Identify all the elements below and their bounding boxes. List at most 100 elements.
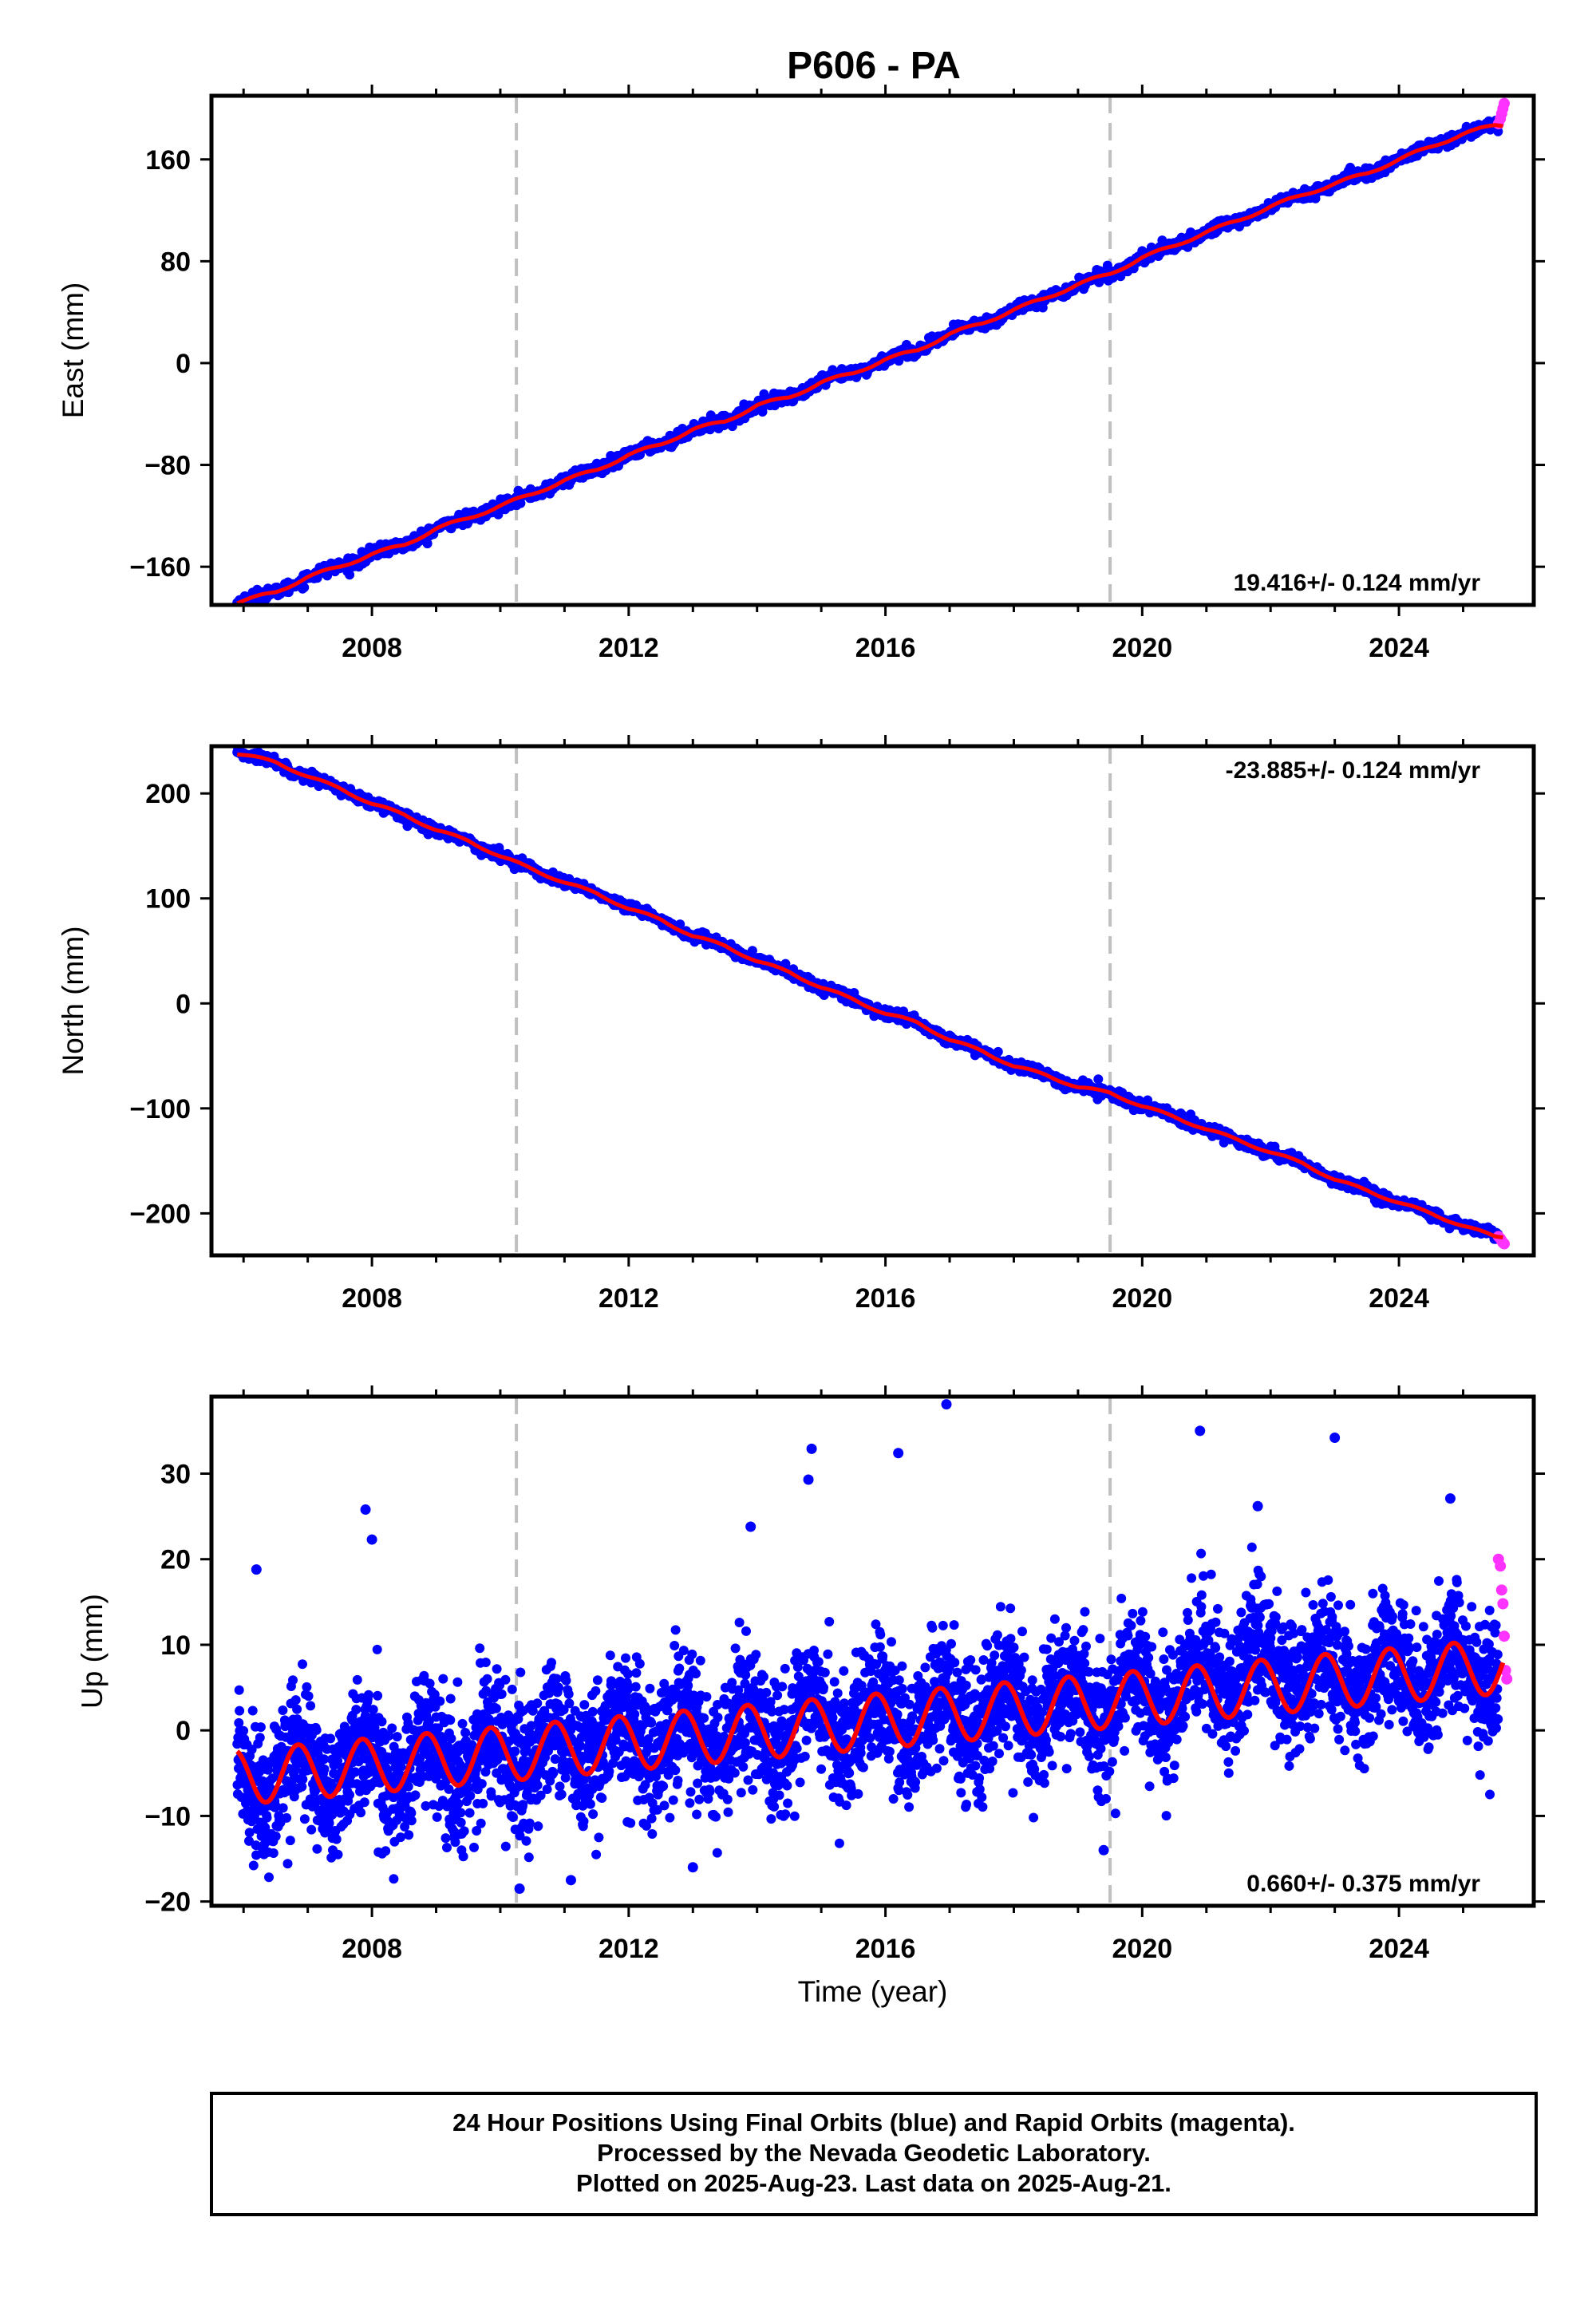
up-final-point <box>554 1682 563 1693</box>
up-final-point <box>282 1812 292 1823</box>
up-final-point <box>496 1689 507 1699</box>
up-final-point <box>345 1790 354 1800</box>
east-y-tick-label: −80 <box>144 451 191 481</box>
up-final-point <box>239 1725 249 1736</box>
north-y-tick-label: 200 <box>145 779 191 809</box>
east-x-tick-label: 2012 <box>598 633 659 663</box>
up-final-point <box>285 1836 295 1846</box>
up-final-point <box>244 1836 254 1846</box>
up-final-point <box>306 1824 317 1835</box>
up-final-point <box>674 1663 685 1674</box>
up-final-point <box>319 1764 330 1774</box>
up-final-point <box>299 1814 310 1824</box>
up-final-point <box>235 1705 245 1716</box>
north-rapid-orbit-points <box>1492 1231 1510 1250</box>
up-final-point <box>298 1774 308 1784</box>
up-final-point <box>326 1733 336 1744</box>
up-final-point <box>302 1682 312 1692</box>
up-final-point <box>597 1793 607 1803</box>
up-final-point <box>445 1694 456 1704</box>
north-model-fit-line <box>236 752 1504 1239</box>
east-x-tick-label: 2008 <box>342 633 402 663</box>
up-final-point <box>278 1803 288 1813</box>
up-final-point <box>234 1717 244 1728</box>
up-final-point <box>605 1650 615 1661</box>
up-final-point <box>268 1848 279 1858</box>
up-final-point <box>459 1826 469 1836</box>
up-final-point <box>548 1768 559 1778</box>
up-final-point <box>556 1789 567 1800</box>
up-final-point <box>297 1781 307 1792</box>
up-final-point <box>352 1674 362 1685</box>
up-final-point <box>533 1821 543 1832</box>
up-final-point <box>507 1684 517 1694</box>
up-final-point <box>670 1765 681 1776</box>
up-final-point <box>478 1798 488 1808</box>
up-final-point <box>438 1674 448 1684</box>
north-x-tick-label: 2008 <box>342 1283 402 1314</box>
up-final-point <box>234 1685 244 1695</box>
east-rate-annotation: 19.416+/- 0.124 mm/yr <box>1234 570 1481 596</box>
up-final-point <box>456 1808 466 1818</box>
up-final-point <box>387 1723 397 1733</box>
up-final-point <box>255 1733 265 1743</box>
east-final-point <box>299 583 310 593</box>
up-final-point <box>542 1784 552 1794</box>
up-final-point <box>518 1800 528 1810</box>
up-final-point <box>262 1812 272 1823</box>
up-final-point <box>271 1800 281 1811</box>
up-final-point <box>368 1705 378 1715</box>
up-final-point <box>668 1795 678 1805</box>
east-x-tick-label: 2016 <box>855 633 916 663</box>
up-final-point <box>604 1766 614 1777</box>
east-y-tick-label: 0 <box>176 349 191 379</box>
north-final-point <box>993 1046 1003 1057</box>
up-final-point <box>278 1705 288 1715</box>
up-final-point <box>460 1728 471 1737</box>
north-final-point <box>1093 1074 1104 1085</box>
east-y-tick-label: −160 <box>129 552 191 583</box>
up-final-point <box>673 1776 683 1785</box>
up-final-point <box>432 1812 442 1822</box>
north-panel: 2008 2012 2016 2020 20242001000−100−200North… <box>57 735 1545 1314</box>
up-final-point <box>670 1625 681 1635</box>
east-final-point <box>345 570 355 580</box>
north-final-point <box>747 946 757 956</box>
up-final-point <box>389 1874 399 1884</box>
up-final-point <box>659 1800 670 1811</box>
north-plot-area <box>232 746 1510 1255</box>
up-final-point <box>453 1799 464 1809</box>
up-final-point <box>469 1842 479 1852</box>
up-final-point <box>524 1818 535 1828</box>
up-final-point <box>587 1706 598 1717</box>
up-final-point <box>410 1790 421 1800</box>
north-rapid-point <box>1498 1238 1510 1250</box>
up-final-point <box>658 1781 669 1792</box>
east-x-tick-label: 2024 <box>1369 633 1429 663</box>
up-final-point <box>588 1809 598 1820</box>
up-final-point <box>406 1816 417 1826</box>
up-final-point <box>475 1643 485 1654</box>
north-y-tick-label: −100 <box>129 1094 191 1124</box>
up-final-point <box>312 1844 322 1854</box>
up-final-point <box>646 1813 657 1824</box>
up-final-point <box>626 1818 636 1828</box>
up-final-point <box>678 1646 689 1656</box>
up-final-point <box>292 1704 302 1714</box>
up-final-point <box>306 1701 316 1711</box>
east-final-point <box>422 539 433 549</box>
up-final-point <box>492 1664 502 1674</box>
up-final-point <box>291 1760 302 1770</box>
up-final-point <box>290 1695 301 1705</box>
up-final-point <box>264 1872 274 1883</box>
up-final-point <box>425 1678 435 1689</box>
east-model-fit-line <box>236 123 1504 605</box>
up-final-point <box>523 1852 534 1863</box>
up-final-point <box>646 1717 657 1728</box>
up-final-point <box>255 1722 266 1733</box>
up-final-point <box>532 1780 543 1790</box>
up-final-point <box>324 1818 334 1828</box>
east-y-axis-label: East (mm) <box>57 283 89 419</box>
up-final-point <box>288 1675 298 1686</box>
